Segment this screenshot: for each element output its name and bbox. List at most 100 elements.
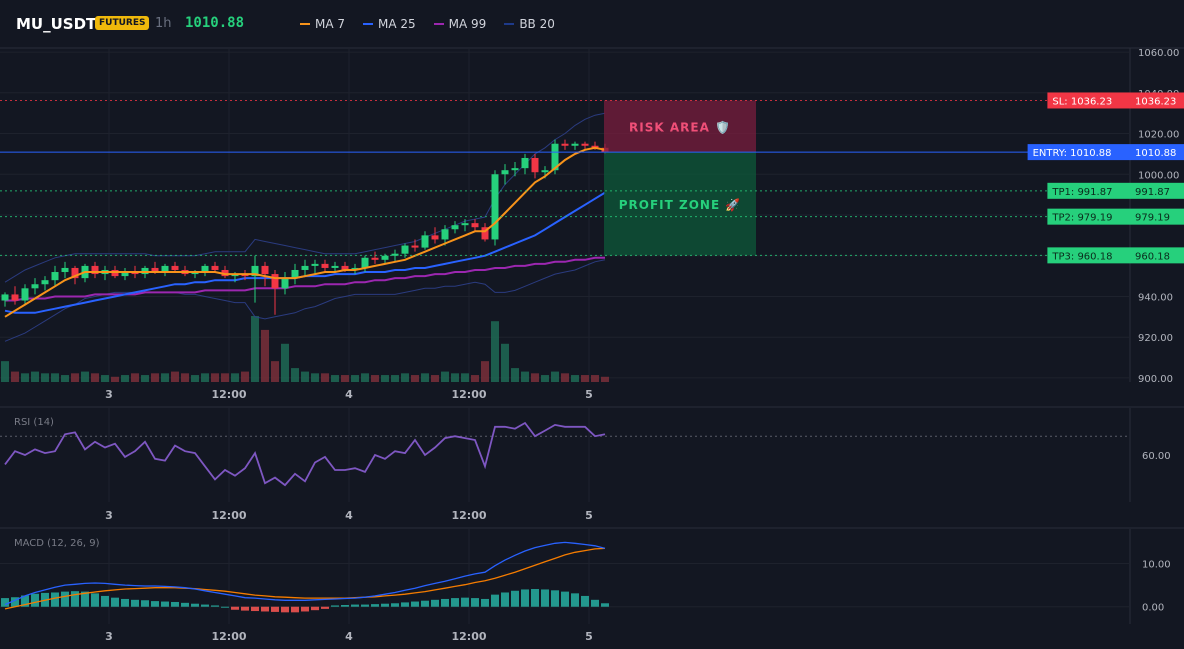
legend-ma7[interactable]: MA 7 [300, 17, 345, 31]
x-tick-label: 12:00 [451, 630, 486, 643]
volume-bar [231, 373, 239, 382]
chart-header: MU_USDT FUTURES 1h 1010.88 MA 7 MA 25 MA… [0, 0, 1184, 48]
x-tick-label: 12:00 [211, 630, 246, 643]
macd-signal-line [4, 547, 606, 610]
macd-histogram-bar [351, 604, 359, 607]
tp3-axis-badge [1130, 247, 1184, 264]
sl-tag [1047, 92, 1130, 109]
rsi-line [4, 421, 606, 487]
volume-bar [361, 373, 369, 382]
x-tick-label: 12:00 [211, 509, 246, 522]
volume-bar [241, 371, 249, 382]
volume-bar [521, 371, 529, 382]
volume-bar [61, 375, 69, 382]
x-tick-label: 12:00 [451, 509, 486, 522]
volume-bar [591, 375, 599, 382]
candle-body [401, 245, 409, 254]
volume-bar [111, 376, 119, 382]
macd-histogram-bar [171, 601, 179, 607]
profit-zone-label: PROFIT ZONE 🚀 [619, 198, 742, 212]
legend-label: BB 20 [519, 17, 555, 31]
macd-histogram-bar [521, 589, 529, 607]
entry-axis-badge [1130, 144, 1184, 161]
macd-histogram-bar [101, 595, 109, 607]
risk-area-label: RISK AREA 🛡️ [629, 120, 731, 134]
macd-histogram-bar [441, 598, 449, 607]
rsi-y-tick-label: 60.00 [1142, 451, 1171, 462]
x-tick-label: 4 [345, 388, 353, 401]
timeframe-label[interactable]: 1h [155, 16, 172, 31]
volume-bar [281, 343, 289, 382]
volume-bar [371, 375, 379, 382]
candle-body [131, 272, 139, 275]
volume-bar [331, 375, 339, 382]
candle-body [41, 280, 49, 285]
volume-bar [341, 375, 349, 382]
candle-body [541, 170, 549, 173]
macd-histogram-bar [191, 603, 199, 607]
macd-histogram-bar [291, 606, 299, 613]
volume-bar [131, 373, 139, 382]
volume-bar [431, 375, 439, 382]
symbol-label[interactable]: MU_USDT [16, 15, 97, 33]
volume-bar [471, 375, 479, 382]
volume-bar [321, 373, 329, 382]
volume-bar [201, 373, 209, 382]
macd-histogram-bar [121, 598, 129, 607]
last-price: 1010.88 [185, 15, 245, 31]
volume-bar [121, 375, 129, 382]
candle-body [551, 143, 559, 171]
volume-bar [271, 361, 279, 382]
candle-body [561, 143, 569, 146]
candle-body [111, 269, 119, 277]
macd-histogram-bar [511, 590, 519, 607]
macd-histogram-bar [251, 606, 259, 612]
legend-bb20[interactable]: BB 20 [504, 17, 555, 31]
volume-bar [301, 371, 309, 382]
macd-histogram-bar [371, 604, 379, 607]
volume-bar [31, 371, 39, 382]
candle-body [271, 274, 279, 289]
legend-label: MA 25 [378, 17, 416, 31]
tp2-axis-label: 979.19 [1135, 213, 1170, 224]
volume-bar [311, 373, 319, 382]
macd-histogram-bar [281, 606, 289, 613]
macd-histogram-bar [541, 589, 549, 607]
candle-body [351, 267, 359, 270]
macd-histogram-bar [151, 601, 159, 607]
macd-histogram-bar [341, 605, 349, 607]
candle-body [421, 235, 429, 248]
volume-bar [441, 371, 449, 382]
volume-bar [221, 373, 229, 382]
candle-body [151, 267, 159, 273]
macd-histogram-bar [201, 604, 209, 607]
legend-ma25[interactable]: MA 25 [363, 17, 416, 31]
candle-body [411, 245, 419, 248]
macd-histogram-bar [181, 602, 189, 607]
candle-body [471, 223, 479, 228]
x-tick-label: 5 [585, 388, 593, 401]
macd-histogram-bar [461, 597, 469, 607]
macd-histogram-bar [81, 591, 89, 607]
candle-body [171, 265, 179, 270]
macd-histogram-bar [551, 590, 559, 607]
sl-tag-label: SL: 1036.23 [1052, 96, 1112, 107]
candle-body [161, 265, 169, 273]
volume-bar [501, 343, 509, 382]
macd-y-tick-label: 0.00 [1142, 603, 1164, 614]
volume-bar [181, 373, 189, 382]
legend-ma99[interactable]: MA 99 [433, 17, 486, 31]
candle-body [491, 174, 499, 240]
volume-bar [381, 375, 389, 382]
macd-histogram-bar [31, 593, 39, 607]
legend-swatch [504, 23, 515, 25]
candle-body [361, 257, 369, 268]
futures-badge: FUTURES [95, 16, 150, 30]
volume-bar [541, 375, 549, 382]
volume-bar [531, 373, 539, 382]
macd-histogram-bar [161, 601, 169, 607]
volume-bar [151, 373, 159, 382]
volume-bar [551, 371, 559, 382]
volume-bar [51, 373, 59, 382]
